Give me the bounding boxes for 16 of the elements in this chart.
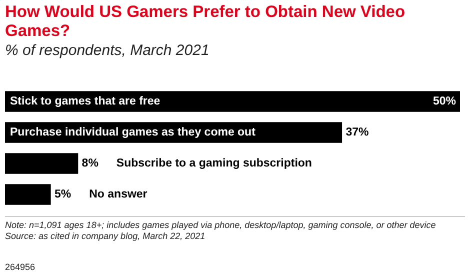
bar bbox=[5, 153, 78, 174]
text: Note: n=1,091 ages 18+; includes games played via phone, desktop/laptop, gaming console, or other device bbox=[5, 220, 437, 231]
bar bbox=[5, 184, 51, 205]
source-note: Source: as cited in company blog, March 22, 2021 bbox=[5, 231, 206, 242]
y-tick-label: Purchase individual games as they come out bbox=[10, 126, 256, 139]
bar bbox=[5, 91, 460, 112]
y-tick-label: No answer bbox=[89, 188, 148, 201]
y-tick-label: Stick to games that are free bbox=[10, 96, 160, 108]
data-label: 37% bbox=[346, 126, 369, 139]
data-label: 8% bbox=[82, 158, 98, 170]
data-label: 50% bbox=[432, 96, 456, 108]
chart-subtitle: % of respondents, March 2021 bbox=[5, 42, 210, 59]
data-label: 5% bbox=[54, 188, 72, 201]
text: 264956 bbox=[5, 262, 36, 272]
chart-title: How Would US Gamers Prefer to Obtain New Video Games? bbox=[5, 3, 406, 41]
y-tick-label: Subscribe to a gaming subscription bbox=[116, 158, 312, 170]
